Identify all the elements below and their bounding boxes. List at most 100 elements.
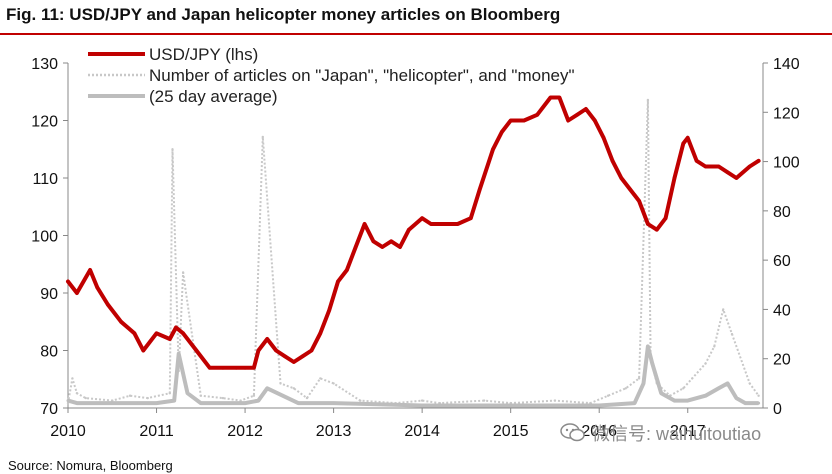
right-tick-label: 100 [773, 155, 800, 172]
articles-point [261, 135, 264, 139]
articles-point [319, 377, 322, 380]
articles-point [71, 377, 74, 380]
x-tick-label: 2016 [581, 423, 617, 440]
x-tick-label: 2011 [139, 423, 174, 440]
average-point [186, 391, 189, 395]
legend-usdjpy-label: USD/JPY (lhs) [149, 45, 258, 64]
average-point [734, 396, 738, 400]
articles-point [84, 396, 87, 400]
right-tick-label: 0 [773, 401, 782, 418]
left-tick-label: 130 [31, 56, 58, 73]
right-tick-label: 40 [773, 302, 791, 319]
usdjpy-point [243, 366, 247, 370]
usdjpy-point [181, 331, 185, 336]
articles-point [713, 345, 716, 348]
right-tick-label: 20 [773, 352, 791, 369]
articles-point [171, 148, 174, 151]
average-point [172, 399, 176, 403]
articles-point [279, 382, 282, 385]
usdjpy-point [584, 107, 588, 111]
usdjpy-point [353, 245, 358, 249]
usdjpy-point [371, 239, 376, 244]
articles-point [181, 271, 185, 274]
left-tick-label: 90 [40, 286, 58, 303]
usdjpy-point [500, 130, 504, 134]
average-point [673, 399, 676, 403]
average-point [177, 352, 181, 356]
average-point [93, 401, 97, 405]
usdjpy-point [95, 285, 99, 290]
usdjpy-point [75, 291, 79, 295]
usdjpy-point [362, 222, 367, 226]
average-point [265, 386, 269, 390]
articles-point [292, 387, 295, 390]
average-point [726, 381, 730, 385]
usdjpy-point [327, 308, 332, 313]
average-series [66, 344, 761, 408]
usdjpy-point [455, 222, 460, 226]
articles-point [748, 382, 751, 385]
average-point [420, 404, 424, 407]
axes-group: 70 80 90 100 110 120 130 0 20 40 60 80 100 120 140 2010… [31, 56, 800, 440]
usdjpy-point [593, 118, 597, 123]
articles-point [359, 399, 362, 402]
average-point [646, 344, 650, 348]
usdjpy-point [407, 227, 411, 232]
usdjpy-point [168, 337, 172, 341]
average-point [633, 401, 637, 405]
legend-average-label: (25 day average) [149, 87, 278, 106]
usdjpy-point [265, 337, 270, 341]
watermark: 微信号: waihuitoutiao [560, 420, 761, 446]
articles-point [305, 396, 309, 400]
usdjpy-point [292, 360, 296, 364]
usdjpy-point [566, 118, 570, 123]
usdjpy-point [252, 366, 256, 370]
title-rule [0, 33, 832, 35]
usdjpy-point [610, 159, 615, 163]
average-point [155, 401, 158, 405]
source-note: Source: Nomura, Bloomberg [8, 458, 173, 473]
usdjpy-point [256, 348, 261, 353]
articles-point [252, 394, 256, 397]
usdjpy-point [398, 245, 402, 249]
usdjpy-point [309, 348, 314, 353]
usdjpy-point [318, 331, 323, 336]
right-tick-label: 120 [773, 105, 800, 122]
articles-point [146, 396, 149, 400]
usdjpy-point [557, 95, 562, 100]
average-point [659, 391, 663, 395]
articles-point [199, 394, 202, 397]
usdjpy-point [174, 325, 178, 330]
usdjpy-point [575, 113, 579, 117]
usdjpy-point [508, 118, 513, 123]
usdjpy-point [477, 187, 482, 192]
x-tick-label: 2012 [227, 423, 263, 440]
usdjpy-point [685, 136, 690, 140]
usdjpy-point [420, 216, 424, 220]
left-tick-label: 120 [31, 114, 58, 131]
x-tick-label: 2015 [493, 423, 529, 440]
average-point [256, 399, 260, 403]
left-tick-label: 100 [31, 229, 58, 246]
usdjpy-point [429, 222, 433, 226]
average-point [199, 401, 203, 405]
articles-point [168, 392, 171, 395]
average-point [243, 401, 247, 405]
usdjpy-point [725, 170, 730, 175]
usdjpy-point [106, 302, 110, 307]
average-point [642, 381, 645, 385]
articles-point [606, 394, 610, 397]
usdjpy-point [66, 279, 70, 284]
articles-point [646, 98, 650, 102]
usdjpy-series [66, 95, 761, 370]
articles-line [67, 99, 760, 405]
usdjpy-point [491, 147, 495, 152]
usdjpy-point [234, 366, 238, 370]
average-point [650, 362, 654, 366]
articles-point [704, 362, 707, 365]
chart-title: Fig. 11: USD/JPY and Japan helicopter mo… [6, 5, 561, 24]
wechat-icon [560, 423, 585, 442]
x-tick-label: 2017 [670, 423, 706, 440]
x-tick-label: 2014 [404, 423, 440, 440]
